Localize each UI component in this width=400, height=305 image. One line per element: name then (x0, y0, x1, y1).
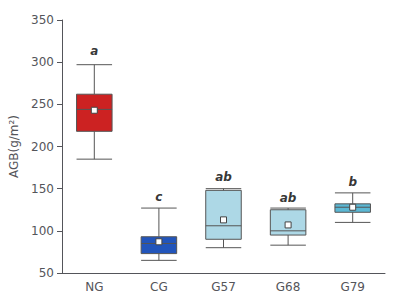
svg-text:150: 150 (31, 182, 54, 196)
svg-text:b: b (348, 175, 357, 189)
svg-text:250: 250 (31, 97, 54, 111)
svg-text:c: c (155, 190, 162, 204)
svg-text:ab: ab (280, 191, 297, 205)
svg-text:350: 350 (31, 13, 54, 27)
svg-text:300: 300 (31, 55, 54, 69)
svg-text:50: 50 (39, 266, 54, 280)
svg-text:CG: CG (150, 280, 168, 294)
svg-text:200: 200 (31, 140, 54, 154)
svg-text:a: a (90, 44, 98, 58)
svg-text:G68: G68 (276, 280, 301, 294)
svg-text:G57: G57 (211, 280, 236, 294)
svg-text:100: 100 (31, 224, 54, 238)
svg-text:ab: ab (215, 170, 232, 184)
svg-text:AGB(g/m²): AGB(g/m²) (7, 115, 21, 178)
svg-text:NG: NG (85, 280, 103, 294)
svg-text:G79: G79 (340, 280, 365, 294)
